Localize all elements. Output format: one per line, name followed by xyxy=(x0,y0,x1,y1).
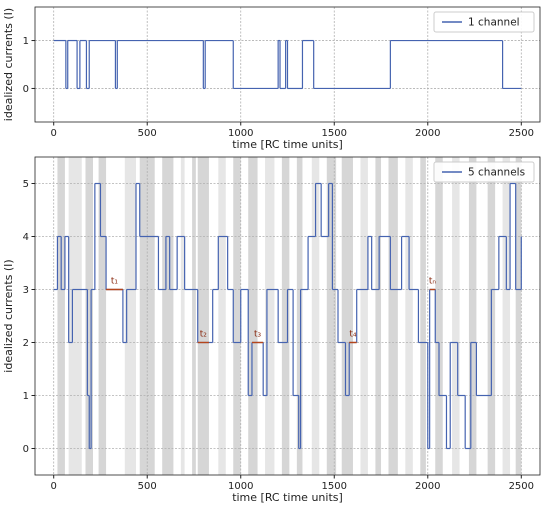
shaded-span xyxy=(162,157,174,475)
x-tick-label: 2500 xyxy=(509,128,534,139)
x-axis-label: time [RC time units] xyxy=(232,138,343,151)
shaded-span xyxy=(405,157,413,475)
x-tick-label: 2500 xyxy=(509,481,534,492)
annotation-label: t₄ xyxy=(349,330,357,340)
shaded-span xyxy=(57,157,65,475)
legend-box xyxy=(433,161,535,183)
shaded-span xyxy=(388,157,398,475)
y-axis-label: idealized currents (I) xyxy=(2,259,15,372)
shaded-span xyxy=(192,157,196,475)
shaded-span xyxy=(124,157,136,475)
shaded-span xyxy=(311,157,320,475)
x-tick-label: 1500 xyxy=(322,128,347,139)
shaded-span xyxy=(98,157,107,475)
x-tick-label: 1000 xyxy=(228,128,253,139)
y-tick-label: 5 xyxy=(23,179,29,190)
x-tick-label: 2000 xyxy=(415,481,440,492)
x-tick-label: 500 xyxy=(138,481,157,492)
annotation-label: t₂ xyxy=(200,330,208,340)
shaded-span xyxy=(375,157,382,475)
x-axis-label: time [RC time units] xyxy=(232,491,343,504)
shaded-span xyxy=(281,157,290,475)
y-tick-label: 4 xyxy=(23,232,29,243)
y-axis-label: idealized currents (I) xyxy=(2,8,15,121)
x-tick-label: 1500 xyxy=(322,481,347,492)
annotation-label: tₙ xyxy=(429,277,437,287)
shaded-span xyxy=(452,157,460,475)
shaded-span xyxy=(68,157,82,475)
shaded-span xyxy=(468,157,477,475)
x-tick-label: 500 xyxy=(138,128,157,139)
annotation-label: t₁ xyxy=(111,277,119,287)
x-tick-label: 0 xyxy=(51,128,57,139)
legend-box xyxy=(433,11,535,33)
x-tick-label: 0 xyxy=(51,481,57,492)
shaded-span xyxy=(341,157,353,475)
y-tick-label: 3 xyxy=(23,285,29,296)
annotation-label: t₃ xyxy=(254,330,262,340)
shaded-span xyxy=(248,157,258,475)
y-tick-label: 1 xyxy=(23,391,29,402)
shaded-span xyxy=(435,157,443,475)
shaded-span xyxy=(180,157,185,475)
shaded-span xyxy=(326,157,337,475)
y-tick-label: 1 xyxy=(23,36,29,47)
shaded-span xyxy=(360,157,368,475)
y-tick-label: 2 xyxy=(23,338,29,349)
shaded-span xyxy=(197,157,209,475)
shaded-span xyxy=(420,157,426,475)
y-tick-label: 0 xyxy=(23,84,29,95)
plot-frame xyxy=(34,156,541,476)
legend-label: 1 channel xyxy=(468,17,520,29)
x-tick-label: 2000 xyxy=(415,128,440,139)
shaded-span xyxy=(85,157,93,475)
shaded-span xyxy=(515,157,522,475)
shaded-span xyxy=(265,157,275,475)
plot-frame xyxy=(34,6,541,123)
legend-label: 5 channels xyxy=(468,167,525,179)
shaded-span xyxy=(296,157,303,475)
shaded-span xyxy=(233,157,241,475)
shaded-span xyxy=(218,157,226,475)
x-tick-label: 1000 xyxy=(228,481,253,492)
y-tick-label: 0 xyxy=(23,444,29,455)
shaded-span xyxy=(502,157,511,475)
